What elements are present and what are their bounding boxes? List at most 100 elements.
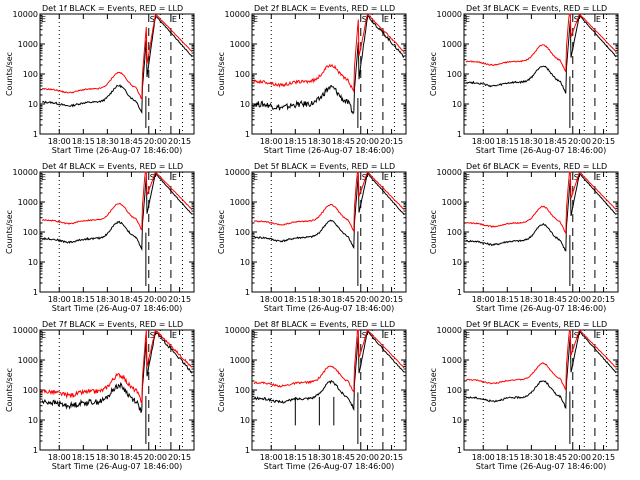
y-tick-label: 1000 <box>230 356 250 365</box>
lld-series-line <box>253 171 405 233</box>
y-tick-label: 10 <box>452 100 462 109</box>
x-tick-label: 18:45 <box>544 137 567 146</box>
interval-marker-label: E <box>596 331 601 340</box>
x-tick-label: 20:15 <box>168 453 191 462</box>
x-tick-label: 20:15 <box>380 295 403 304</box>
y-tick-label: 1000 <box>18 198 38 207</box>
events-series-line <box>253 15 405 115</box>
x-tick-label: 18:45 <box>120 295 143 304</box>
left-edge-marker: E <box>465 331 470 340</box>
panel-title: Det 8f BLACK = Events, RED = LLD <box>254 320 395 329</box>
lld-series-line <box>465 171 617 235</box>
x-tick-label: 20:15 <box>592 453 615 462</box>
x-axis-label: Start Time (26-Aug-07 18:46:00) <box>476 462 607 471</box>
detector-panel: Det 2f BLACK = Events, RED = LLD 1 10 100 10… <box>217 4 407 155</box>
interval-marker-label: S <box>150 15 155 24</box>
left-edge-marker: E <box>41 331 46 340</box>
y-tick-label: 10000 <box>225 326 250 335</box>
lld-series-line <box>41 13 193 100</box>
left-edge-marker: E <box>465 173 470 182</box>
detector-panel: Det 3f BLACK = Events, RED = LLD 1 10 100 10… <box>429 4 619 155</box>
y-tick-label: 1 <box>245 130 250 139</box>
x-tick-label: 20:15 <box>168 137 191 146</box>
interval-marker-label: S <box>574 331 579 340</box>
lld-series-line <box>41 171 193 231</box>
y-tick-label: 1000 <box>230 198 250 207</box>
events-series-line <box>465 173 617 252</box>
x-axis-label: Start Time (26-Aug-07 18:46:00) <box>264 462 395 471</box>
events-series-line <box>253 173 405 249</box>
y-tick-label: 1 <box>33 130 38 139</box>
x-tick-label: 18:30 <box>96 137 119 146</box>
x-tick-label: 18:45 <box>332 295 355 304</box>
y-tick-label: 10000 <box>225 10 250 19</box>
x-axis-label: Start Time (26-Aug-07 18:46:00) <box>264 146 395 155</box>
y-tick-label: 1000 <box>442 198 462 207</box>
y-tick-label: 10000 <box>437 10 462 19</box>
x-tick-label: 18:00 <box>48 137 71 146</box>
y-tick-label: 1000 <box>442 356 462 365</box>
y-tick-label: 10 <box>28 100 38 109</box>
y-tick-label: 1 <box>457 288 462 297</box>
y-tick-label: 100 <box>23 228 38 237</box>
detector-panel: Det 8f BLACK = Events, RED = LLD 1 10 100 10… <box>217 320 407 471</box>
events-series-line <box>465 15 617 94</box>
x-tick-label: 20:00 <box>356 453 379 462</box>
y-tick-label: 100 <box>447 70 462 79</box>
x-tick-label: 20:15 <box>592 295 615 304</box>
lld-series-line <box>465 329 617 392</box>
panel-title: Det 4f BLACK = Events, RED = LLD <box>42 162 183 171</box>
y-tick-label: 1 <box>457 130 462 139</box>
x-axis-label: Start Time (26-Aug-07 18:46:00) <box>52 146 183 155</box>
x-tick-label: 18:15 <box>72 453 95 462</box>
x-tick-label: 18:00 <box>260 295 283 304</box>
interval-marker-label: E <box>596 15 601 24</box>
left-edge-marker: E <box>253 173 258 182</box>
lld-series-line <box>253 329 405 394</box>
x-tick-label: 18:15 <box>284 295 307 304</box>
events-series-line <box>253 331 405 412</box>
interval-marker-label: S <box>150 173 155 182</box>
x-tick-label: 18:30 <box>96 295 119 304</box>
y-tick-label: 100 <box>447 228 462 237</box>
interval-marker-label: S <box>362 15 367 24</box>
y-tick-label: 1 <box>33 288 38 297</box>
detector-panel: Det 1f BLACK = Events, RED = LLD 1 10 100 10… <box>5 4 195 155</box>
events-series-line <box>41 329 193 413</box>
y-tick-label: 10000 <box>13 10 38 19</box>
y-tick-label: 10 <box>452 258 462 267</box>
x-tick-label: 18:00 <box>48 295 71 304</box>
x-tick-label: 18:30 <box>520 137 543 146</box>
panel-title: Det 1f BLACK = Events, RED = LLD <box>42 4 183 13</box>
detector-panel: Det 4f BLACK = Events, RED = LLD 1 10 100 10… <box>5 162 195 313</box>
panel-title: Det 5f BLACK = Events, RED = LLD <box>254 162 395 171</box>
events-series-line <box>41 173 193 252</box>
interval-marker-label: E <box>172 173 177 182</box>
x-tick-label: 18:15 <box>284 453 307 462</box>
left-edge-marker: E <box>253 331 258 340</box>
x-tick-label: 18:45 <box>120 137 143 146</box>
y-tick-label: 100 <box>23 386 38 395</box>
y-tick-label: 10 <box>28 258 38 267</box>
panel-title: Det 7f BLACK = Events, RED = LLD <box>42 320 183 329</box>
y-tick-label: 1 <box>245 446 250 455</box>
x-tick-label: 20:00 <box>568 453 591 462</box>
x-tick-label: 18:15 <box>496 453 519 462</box>
x-tick-label: 20:15 <box>592 137 615 146</box>
interval-marker-label: E <box>384 331 389 340</box>
x-tick-label: 18:00 <box>260 453 283 462</box>
lld-series-line <box>253 14 405 92</box>
y-tick-label: 10000 <box>437 326 462 335</box>
y-tick-label: 1 <box>33 446 38 455</box>
x-tick-label: 20:00 <box>568 295 591 304</box>
x-tick-label: 20:15 <box>380 137 403 146</box>
y-tick-label: 1000 <box>18 356 38 365</box>
x-axis-label: Start Time (26-Aug-07 18:46:00) <box>476 304 607 313</box>
y-tick-label: 10 <box>240 258 250 267</box>
x-tick-label: 18:45 <box>332 453 355 462</box>
interval-marker-label: S <box>362 331 367 340</box>
x-tick-label: 20:15 <box>168 295 191 304</box>
x-tick-label: 18:00 <box>472 137 495 146</box>
y-tick-label: 100 <box>235 228 250 237</box>
left-edge-marker: E <box>41 173 46 182</box>
